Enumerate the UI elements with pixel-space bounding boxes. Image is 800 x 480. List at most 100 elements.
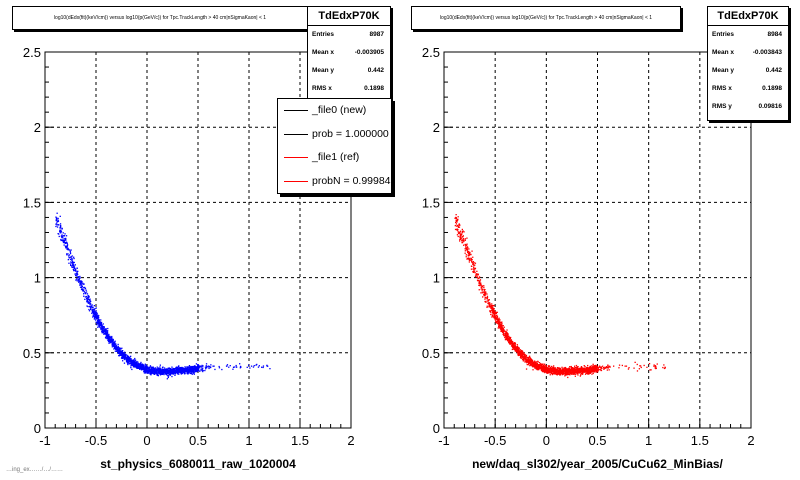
scatter-point bbox=[177, 365, 180, 368]
scatter-point bbox=[62, 239, 64, 241]
scatter-point bbox=[564, 367, 566, 370]
scatter-point bbox=[143, 367, 145, 369]
scatter-point bbox=[170, 369, 172, 372]
scatter-point bbox=[576, 371, 578, 373]
scatter-point bbox=[529, 362, 531, 364]
scatter-point bbox=[73, 256, 75, 258]
scatter-point bbox=[500, 321, 502, 324]
scatter-point bbox=[588, 368, 591, 370]
scatter-point bbox=[133, 363, 135, 365]
scatter-point bbox=[574, 368, 576, 371]
scatter-point bbox=[483, 285, 485, 287]
scatter-point bbox=[131, 360, 134, 362]
scatter-point bbox=[239, 365, 242, 368]
scatter-point bbox=[133, 362, 135, 364]
scatter-point bbox=[128, 359, 130, 361]
scatter-point bbox=[472, 261, 474, 263]
scatter-point bbox=[179, 371, 181, 373]
scatter-point bbox=[526, 362, 528, 364]
scatter-point bbox=[201, 368, 203, 370]
scatter-point bbox=[466, 249, 468, 252]
scatter-point bbox=[516, 345, 519, 348]
x-tick-label: 1.5 bbox=[291, 433, 309, 448]
scatter-point bbox=[589, 371, 591, 374]
scatter-point bbox=[492, 309, 494, 311]
scatter-point bbox=[587, 364, 589, 367]
scatter-point bbox=[485, 301, 487, 303]
scatter-point bbox=[491, 315, 494, 317]
scatter-point bbox=[107, 335, 110, 338]
scatter-point bbox=[466, 244, 468, 246]
scatter-point bbox=[98, 315, 100, 317]
scatter-point bbox=[62, 232, 64, 234]
scatter-point bbox=[574, 370, 576, 373]
scatter-point bbox=[541, 367, 543, 369]
scatter-point bbox=[553, 367, 555, 369]
scatter-point bbox=[655, 367, 657, 369]
scatter-point bbox=[59, 229, 61, 231]
scatter-point bbox=[185, 368, 187, 370]
scatter-point bbox=[501, 329, 504, 331]
scatter-point bbox=[468, 258, 470, 260]
scatter-point bbox=[95, 321, 97, 323]
scatter-point bbox=[75, 269, 77, 272]
scatter-point bbox=[547, 370, 549, 373]
scatter-point bbox=[106, 332, 108, 335]
scatter-point bbox=[75, 273, 77, 275]
stats-value: 0.442 bbox=[765, 67, 782, 74]
scatter-point bbox=[184, 371, 186, 373]
scatter-point bbox=[557, 367, 559, 370]
scatter-point bbox=[549, 365, 551, 367]
scatter-point bbox=[97, 321, 99, 323]
scatter-point bbox=[124, 358, 126, 360]
scatter-point bbox=[537, 360, 539, 362]
scatter-point bbox=[63, 244, 65, 246]
scatter-point bbox=[159, 367, 161, 370]
scatter-point bbox=[221, 368, 223, 371]
scatter-point bbox=[507, 335, 509, 337]
scatter-point bbox=[96, 315, 98, 317]
scatter-point bbox=[159, 370, 161, 372]
scatter-point bbox=[127, 363, 129, 366]
scatter-point bbox=[643, 364, 645, 367]
scatter-point bbox=[157, 368, 159, 370]
scatter-point bbox=[455, 223, 457, 225]
scatter-point bbox=[202, 369, 204, 372]
scatter-point bbox=[548, 368, 551, 370]
scatter-point bbox=[491, 305, 493, 307]
scatter-point bbox=[166, 370, 168, 372]
scatter-point bbox=[554, 370, 556, 372]
scatter-point bbox=[149, 365, 152, 367]
scatter-point bbox=[95, 318, 97, 320]
scatter-point bbox=[143, 365, 145, 367]
scatter-point bbox=[108, 341, 111, 343]
scatter-point bbox=[530, 364, 532, 366]
scatter-point bbox=[79, 286, 82, 288]
scatter-point bbox=[105, 331, 107, 333]
scatter-point bbox=[546, 368, 548, 370]
scatter-point bbox=[159, 364, 161, 366]
scatter-point bbox=[136, 364, 138, 366]
scatter-point bbox=[561, 369, 563, 372]
scatter-point bbox=[531, 361, 533, 363]
scatter-point bbox=[603, 367, 605, 369]
scatter-point bbox=[206, 365, 208, 368]
scatter-point bbox=[481, 288, 484, 290]
scatter-point bbox=[461, 228, 463, 231]
scatter-point bbox=[486, 306, 488, 308]
scatter-point bbox=[62, 240, 64, 242]
scatter-point bbox=[636, 370, 639, 372]
scatter-point bbox=[108, 337, 110, 339]
scatter-point bbox=[520, 353, 522, 355]
scatter-point bbox=[189, 369, 191, 371]
right-stats-box: TdEdxP70K Entries 8984 Mean x -0.003843 … bbox=[707, 6, 789, 121]
scatter-point bbox=[144, 369, 146, 371]
scatter-point bbox=[592, 368, 594, 370]
scatter-point bbox=[58, 233, 60, 235]
scatter-point bbox=[506, 333, 508, 335]
scatter-point bbox=[576, 372, 578, 374]
stats-value: 8987 bbox=[369, 31, 384, 38]
scatter-point bbox=[465, 245, 467, 247]
scatter-point bbox=[69, 250, 71, 252]
scatter-point bbox=[528, 360, 530, 362]
